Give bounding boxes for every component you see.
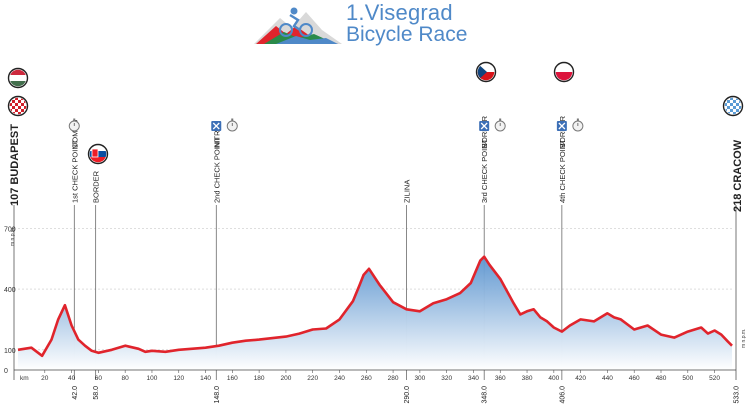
y-tick-label: 700 (4, 226, 16, 233)
x-tick-label: 520 (709, 375, 720, 382)
x-tick-label: 180 (254, 375, 265, 382)
waypoint-km-label: 58.0 (93, 386, 100, 400)
feed-zone-icon (479, 121, 490, 131)
x-tick-label: 380 (522, 375, 533, 382)
waypoint-label: 4th CHECK POINT (558, 139, 567, 203)
x-tick-label: 340 (468, 375, 479, 382)
start-checkered-icon (7, 95, 29, 117)
waypoint-label: DOMOS (70, 120, 79, 148)
stopwatch-icon (226, 118, 238, 132)
finish-checkered-icon (722, 95, 744, 117)
x-tick-label: 300 (414, 375, 425, 382)
x-tick-label: 420 (575, 375, 586, 382)
stopwatch-icon (572, 118, 584, 132)
x-tick-label: 200 (280, 375, 291, 382)
y-tick-label: 100 (4, 348, 16, 355)
x-tick-label: 100 (147, 375, 158, 382)
x-tick-label: 80 (122, 375, 130, 382)
flag-poland-icon (553, 61, 575, 83)
x-axis-label: km (20, 375, 29, 382)
waypoint-label: 1st CHECK POINT (70, 139, 79, 203)
x-tick-label: 160 (227, 375, 238, 382)
x-tick-label: 140 (200, 375, 211, 382)
waypoint-km-label: 533.0 (734, 386, 741, 404)
waypoint-label: 3rd CHECK POINT (480, 138, 489, 203)
x-tick-label: 440 (602, 375, 613, 382)
x-tick-label: 20 (41, 375, 49, 382)
waypoint-label: ZILINA (402, 180, 411, 203)
flag-czech-icon (475, 61, 497, 83)
x-tick-label: 400 (548, 375, 559, 382)
x-tick-label: 460 (629, 375, 640, 382)
x-tick-label: 220 (307, 375, 318, 382)
logo-title: 1.Visegrad (346, 0, 453, 25)
unit-label-left: m n.p.m. (10, 227, 16, 246)
waypoint-km-label: 148.0 (214, 386, 221, 404)
waypoint-km-label: 406.0 (559, 386, 566, 404)
stopwatch-icon (68, 118, 80, 132)
race-logo: 1.Visegrad Bicycle Race (250, 0, 480, 48)
y-tick-label: 0 (4, 368, 8, 375)
x-tick-label: 280 (388, 375, 399, 382)
x-tick-label: 320 (441, 375, 452, 382)
x-tick-label: 360 (495, 375, 506, 382)
waypoint-km-label: 348.0 (482, 386, 489, 404)
flag-slovakia-icon (87, 143, 109, 165)
start-city-label: 107 BUDAPEST (9, 124, 21, 206)
waypoint-label: BORDER (558, 115, 567, 148)
x-tick-label: 500 (682, 375, 693, 382)
x-tick-label: 480 (656, 375, 667, 382)
waypoint-label: BORDER (480, 115, 489, 148)
y-tick-label: 400 (4, 287, 16, 294)
x-tick-label: 60 (95, 375, 103, 382)
elevation-area (18, 256, 732, 370)
flag-hungary-icon (7, 67, 29, 89)
waypoint-label: BORDER (92, 170, 101, 203)
cyclist-mountain-logo-icon (254, 7, 342, 44)
feed-zone-icon (556, 121, 567, 131)
feed-zone-icon (211, 121, 222, 131)
waypoint-km-label: 42.0 (72, 386, 79, 400)
x-tick-label: 240 (334, 375, 345, 382)
elevation-line (17, 255, 733, 358)
unit-label-right: m n.p.m. (741, 329, 747, 348)
x-tick-label: 120 (173, 375, 184, 382)
logo-subtitle: Bicycle Race (346, 23, 468, 46)
waypoint-km-label: 290.0 (404, 386, 411, 404)
stopwatch-icon (494, 118, 506, 132)
waypoint-label: 2nd CHECK POINT (212, 137, 221, 203)
x-tick-label: 260 (361, 375, 372, 382)
waypoint-label: NITRA (212, 126, 221, 149)
finish-city-label: 218 CRACOW (732, 139, 744, 212)
x-tick-label: 40 (68, 375, 76, 382)
